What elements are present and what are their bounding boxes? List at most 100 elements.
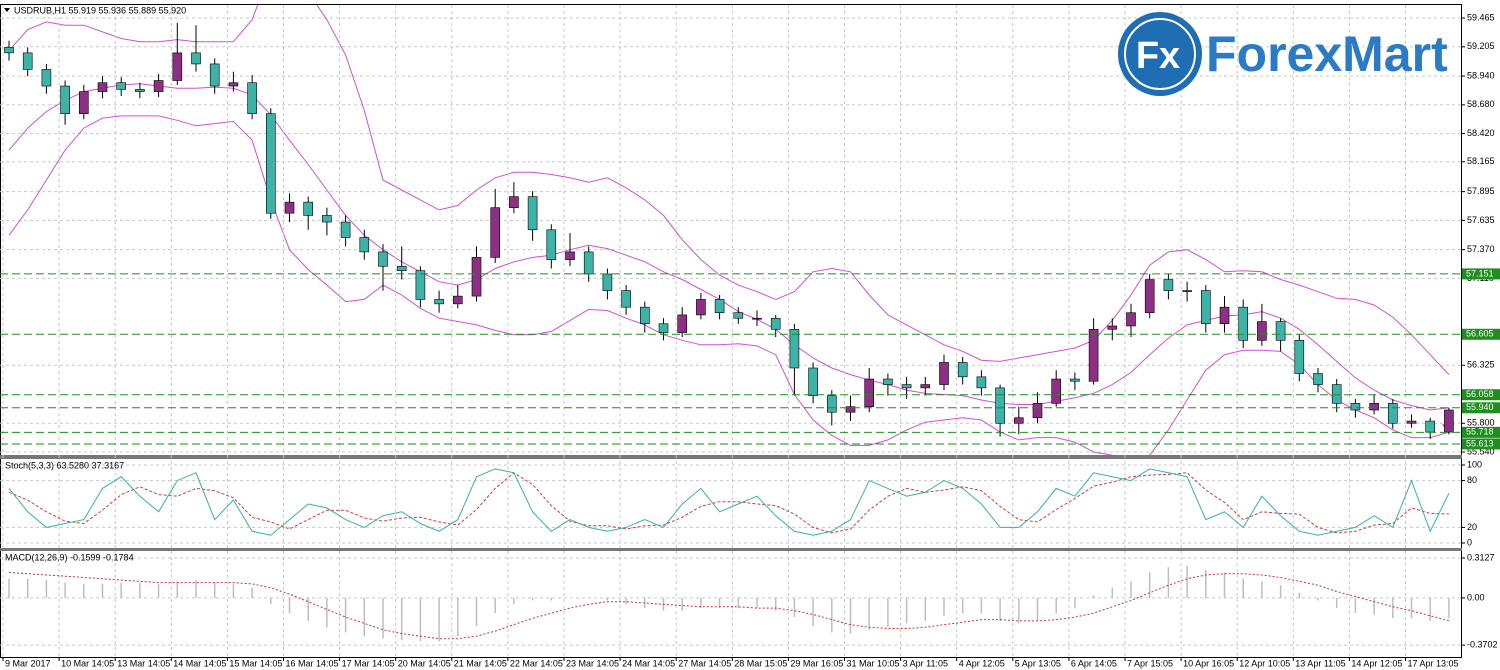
candle-body — [752, 317, 762, 320]
level-label: 56.605 — [1466, 329, 1494, 339]
level-label: 57.151 — [1466, 268, 1494, 278]
x-tick-label: 17 Apr 13:05 — [1408, 658, 1459, 668]
y-tick-label: 56.325 — [1467, 360, 1495, 370]
x-tick-label: 10 Apr 16:05 — [1183, 658, 1234, 668]
candle-body — [770, 317, 781, 330]
level-label-box — [1462, 389, 1500, 401]
candle-body — [639, 306, 650, 325]
y-tick-label: 55.540 — [1467, 446, 1495, 456]
candle-body — [621, 290, 631, 308]
candle-body — [1294, 340, 1305, 374]
panel-title: MACD(12,26,9) -0.1599 -0.1784 — [5, 552, 134, 562]
candle-body — [602, 273, 613, 291]
x-tick-label: 27 Mar 14:05 — [678, 658, 731, 668]
panel-title: USDRUB,H1 55.919 55.936 55.889 55.920 — [14, 5, 186, 15]
candle-body — [4, 47, 14, 54]
x-tick-label: 28 Mar 15:05 — [734, 658, 787, 668]
candle-body — [527, 196, 538, 231]
candle-body — [396, 265, 407, 271]
bollinger-lower — [8, 115, 1450, 455]
candle-body — [826, 395, 837, 413]
stoch-main — [8, 468, 1450, 536]
panel-stochastic — [8, 468, 1450, 536]
candle-body — [359, 237, 370, 253]
candle-body — [41, 69, 52, 87]
candle-body — [135, 89, 145, 92]
candle-body — [322, 215, 332, 223]
logo: Fx ForexMart — [1118, 12, 1448, 96]
logo-ring — [1124, 18, 1196, 90]
x-tick-label: 14 Apr 12:05 — [1351, 658, 1402, 668]
candle-body — [303, 201, 314, 216]
logo-mark: Fx — [1136, 35, 1180, 77]
candle-body — [864, 378, 875, 407]
candle-body — [677, 314, 688, 333]
candle-body — [1088, 328, 1099, 382]
candle-body — [1032, 403, 1043, 419]
candle-body — [60, 85, 70, 114]
candle-body — [1182, 290, 1192, 292]
candle-body — [378, 251, 388, 267]
candle-body — [1275, 321, 1286, 341]
candle-body — [265, 113, 276, 214]
y-tick-label: 57.370 — [1467, 244, 1495, 254]
y-tick-label: 57.895 — [1467, 186, 1495, 196]
candle-body — [920, 384, 931, 389]
candle-body — [995, 387, 1005, 424]
plot-frame — [0, 4, 1462, 658]
candle-body — [452, 295, 463, 305]
x-tick-label: 14 Mar 14:05 — [173, 658, 226, 668]
candle-body — [976, 376, 987, 389]
x-tick-label: 3 Apr 11:05 — [903, 658, 948, 668]
y-tick-label: 20 — [1467, 522, 1477, 532]
candle-body — [116, 82, 126, 90]
y-tick-label: 80 — [1467, 475, 1477, 485]
panel-macd — [8, 566, 1450, 642]
candle-body — [434, 299, 444, 305]
level-label: 56.058 — [1466, 389, 1494, 399]
candle-body — [1051, 378, 1061, 404]
x-tick-label: 5 Apr 13:05 — [1015, 658, 1061, 668]
y-tick-label: 55.800 — [1467, 418, 1495, 428]
candle-body — [1313, 373, 1323, 385]
panel-separator — [0, 548, 1462, 551]
candle-body — [1406, 420, 1417, 424]
candle-body — [172, 52, 183, 81]
level-label: 55.940 — [1466, 402, 1494, 412]
y-tick-label: 58.165 — [1467, 156, 1495, 166]
candle-body — [97, 82, 108, 92]
candle-body — [1425, 420, 1435, 433]
candle-body — [1201, 290, 1211, 325]
candle-body — [1238, 306, 1248, 341]
x-tick-label: 16 Mar 14:05 — [286, 658, 339, 668]
candle-body — [79, 91, 89, 114]
candle-body — [1219, 306, 1230, 325]
candle-body — [1144, 279, 1155, 314]
candle-body — [1070, 378, 1080, 382]
candle-body — [415, 270, 426, 300]
level-label-box — [1462, 426, 1500, 438]
level-label-box — [1462, 328, 1500, 340]
candle-body — [490, 207, 501, 258]
bollinger-upper — [8, 5, 1450, 375]
y-tick-label: -0.3702 — [1467, 640, 1498, 650]
symbol-menu-icon — [4, 8, 10, 12]
y-tick-label: 58.680 — [1467, 99, 1495, 109]
candle-body — [957, 362, 968, 378]
candle-body — [228, 82, 239, 87]
candle-body — [1107, 325, 1118, 330]
level-label: 55.718 — [1466, 427, 1494, 437]
y-tick-label: 0.3127 — [1467, 552, 1495, 562]
x-tick-label: 4 Apr 12:05 — [959, 658, 1005, 668]
x-tick-label: 20 Mar 14:05 — [398, 658, 451, 668]
candle-body — [509, 196, 519, 208]
y-tick-label: 58.420 — [1467, 128, 1495, 138]
x-tick-label: 13 Apr 11:05 — [1295, 658, 1345, 668]
panel-separator — [0, 455, 1462, 459]
y-tick-label: 100 — [1467, 459, 1482, 469]
candle-body — [658, 323, 669, 333]
y-tick-label: 0 — [1467, 537, 1472, 547]
x-tick-label: 22 Mar 14:05 — [510, 658, 563, 668]
y-tick-label: 0.00 — [1467, 592, 1485, 602]
